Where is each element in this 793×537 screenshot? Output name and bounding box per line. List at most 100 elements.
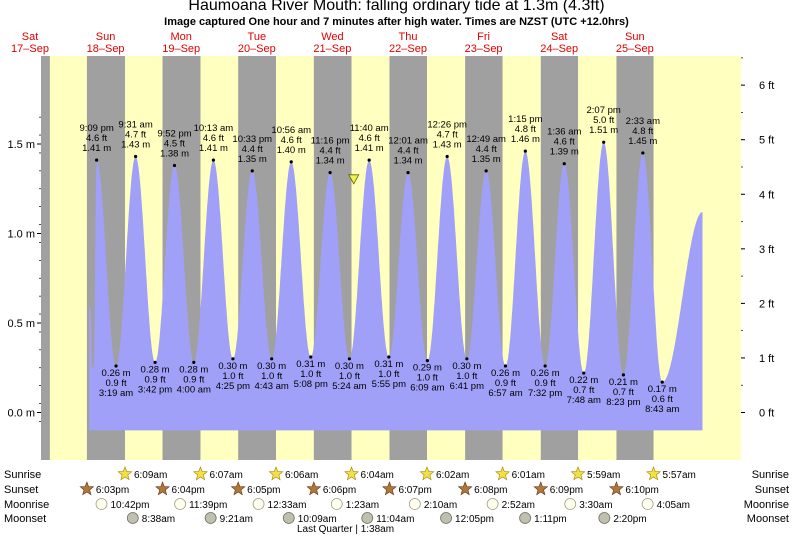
high-tide-m: 1.39 m bbox=[550, 147, 579, 158]
row-label-left-sunrise: Sunrise bbox=[4, 469, 41, 481]
high-tide-dot bbox=[445, 154, 449, 159]
moonset-time: 9:21am bbox=[220, 514, 253, 525]
high-tide-dot bbox=[211, 158, 215, 162]
day-name: Sat bbox=[551, 31, 568, 43]
low-tide-ft: 1.0 ft bbox=[300, 369, 321, 380]
high-tide-m: 1.43 m bbox=[433, 140, 462, 151]
sunset-time: 6:06pm bbox=[323, 485, 356, 496]
day-date: 24–Sep bbox=[540, 43, 578, 55]
low-tide-m: 0.21 m bbox=[609, 377, 638, 388]
chart-title: Haumoana River Mouth: falling ordinary t… bbox=[188, 0, 605, 14]
right-tick-label: 1 ft bbox=[759, 353, 774, 365]
low-tide-dot bbox=[231, 357, 235, 361]
high-tide-time: 12:26 pm bbox=[427, 120, 467, 131]
row-label-right-moonset: Moonset bbox=[747, 513, 789, 525]
sunset-time: 6:08pm bbox=[474, 485, 507, 496]
current-tide-marker bbox=[348, 174, 360, 185]
chart-subtitle: Image captured One hour and 7 minutes af… bbox=[164, 16, 629, 28]
low-tide-ft: 1.0 ft bbox=[456, 371, 477, 382]
high-tide-dot bbox=[562, 162, 566, 166]
moonset-icon bbox=[282, 512, 295, 524]
high-tide-time: 1:36 am bbox=[547, 127, 581, 138]
moonrise-time: 3:30am bbox=[579, 500, 612, 511]
low-tide-dot bbox=[543, 364, 547, 368]
sunrise-icon bbox=[495, 466, 511, 481]
day-name: Sat bbox=[22, 31, 39, 43]
axes: 0.0 m 0.5 m 1.0 m 1.5 m 0 ft 1 ft 2 ft 3 ft 4 ft… bbox=[7, 57, 774, 422]
low-tide-ft: 0.9 ft bbox=[105, 378, 126, 389]
moonset-time: 11:04am bbox=[376, 514, 414, 525]
high-tide-ft: 4.4 ft bbox=[476, 144, 497, 155]
day-headers: Sat17–SepSun18–SepMon19–SepTue20–SepWed2… bbox=[11, 31, 654, 55]
low-tide-m: 0.30 m bbox=[452, 361, 481, 372]
low-tide-m: 0.30 m bbox=[218, 361, 247, 372]
sunset-time: 6:04pm bbox=[172, 485, 205, 496]
high-tide-m: 1.45 m bbox=[628, 136, 657, 147]
high-tide-time: 2:33 am bbox=[626, 116, 660, 127]
low-tide-dot bbox=[309, 355, 313, 359]
low-tide-dot bbox=[387, 355, 391, 359]
low-tide-m: 0.26 m bbox=[102, 368, 131, 379]
low-tide-m: 0.30 m bbox=[335, 361, 364, 372]
high-tide-ft: 4.4 ft bbox=[320, 146, 341, 157]
moonrise-icon bbox=[564, 498, 577, 510]
high-tide-ft: 4.7 ft bbox=[437, 130, 458, 141]
high-tide-dot bbox=[523, 149, 527, 153]
sunrise-time: 6:04am bbox=[361, 470, 394, 481]
high-tide-time: 11:16 pm bbox=[311, 136, 350, 147]
low-tide-time: 8:23 pm bbox=[606, 397, 640, 408]
low-tide-ft: 1.0 ft bbox=[339, 371, 360, 382]
right-tick-label: 2 ft bbox=[759, 298, 774, 310]
sunset-icon bbox=[457, 481, 473, 496]
low-tide-m: 0.22 m bbox=[569, 375, 598, 386]
day-name: Sun bbox=[96, 31, 116, 43]
high-tide-time: 10:33 pm bbox=[232, 134, 272, 145]
low-tide-ft: 0.9 ft bbox=[144, 374, 165, 385]
day-name: Tue bbox=[248, 31, 267, 43]
low-tide-dot bbox=[192, 360, 196, 364]
low-tide-m: 0.26 m bbox=[491, 368, 520, 379]
moonrise-time: 2:52am bbox=[502, 500, 535, 511]
row-label-left-sunset: Sunset bbox=[4, 484, 38, 496]
low-tide-ft: 1.0 ft bbox=[222, 371, 243, 382]
sunrise-time: 6:02am bbox=[436, 470, 469, 481]
row-label-right-sunset: Sunset bbox=[755, 484, 789, 496]
high-tide-ft: 4.4 ft bbox=[398, 146, 419, 157]
sunset-icon bbox=[381, 481, 397, 496]
low-tide-dot bbox=[425, 358, 429, 363]
sunset-icon bbox=[533, 481, 549, 496]
sun-moon-rows: Sunrise Sunrise Sunset Sunset Moonrise Moonri… bbox=[4, 466, 789, 535]
sunset-icon bbox=[608, 481, 624, 496]
high-tide-ft: 4.8 ft bbox=[632, 126, 653, 137]
day-date: 25–Sep bbox=[616, 43, 654, 55]
low-tide-ft: 0.7 ft bbox=[613, 387, 634, 398]
right-tick-label: 4 ft bbox=[759, 189, 774, 201]
high-tide-time: 12:01 am bbox=[388, 136, 428, 147]
low-tide-ft: 1.0 ft bbox=[417, 373, 438, 384]
high-tide-m: 1.46 m bbox=[511, 134, 540, 145]
low-tide-dot bbox=[270, 357, 274, 361]
high-tide-dot bbox=[95, 158, 99, 162]
high-tide-ft: 4.7 ft bbox=[125, 130, 146, 141]
sunset-icon bbox=[79, 481, 95, 496]
moonrise-time: 4:05am bbox=[657, 500, 690, 511]
high-tide-m: 1.40 m bbox=[277, 145, 306, 156]
moonrise-time: 2:10am bbox=[424, 500, 457, 511]
low-tide-m: 0.31 m bbox=[296, 359, 325, 370]
night-band bbox=[41, 56, 50, 460]
high-tide-dot bbox=[406, 171, 410, 175]
sunset-icon bbox=[306, 481, 322, 496]
low-tide-dot bbox=[465, 357, 469, 361]
high-tide-time: 10:56 am bbox=[271, 125, 311, 136]
row-label-left-moonset: Moonset bbox=[4, 513, 46, 525]
day-date: 18–Sep bbox=[87, 43, 125, 55]
low-tide-dot bbox=[660, 380, 664, 384]
low-tide-ft: 0.6 ft bbox=[652, 394, 673, 405]
moonrise-time: 1:23am bbox=[346, 500, 379, 511]
low-tide-time: 5:55 pm bbox=[372, 379, 406, 390]
moonrise-icon bbox=[252, 498, 265, 510]
high-tide-time: 9:09 pm bbox=[79, 123, 113, 134]
moonset-time: 2:20pm bbox=[613, 514, 646, 525]
left-tick-label: 0.0 m bbox=[7, 408, 35, 420]
high-tide-m: 1.43 m bbox=[121, 140, 150, 151]
